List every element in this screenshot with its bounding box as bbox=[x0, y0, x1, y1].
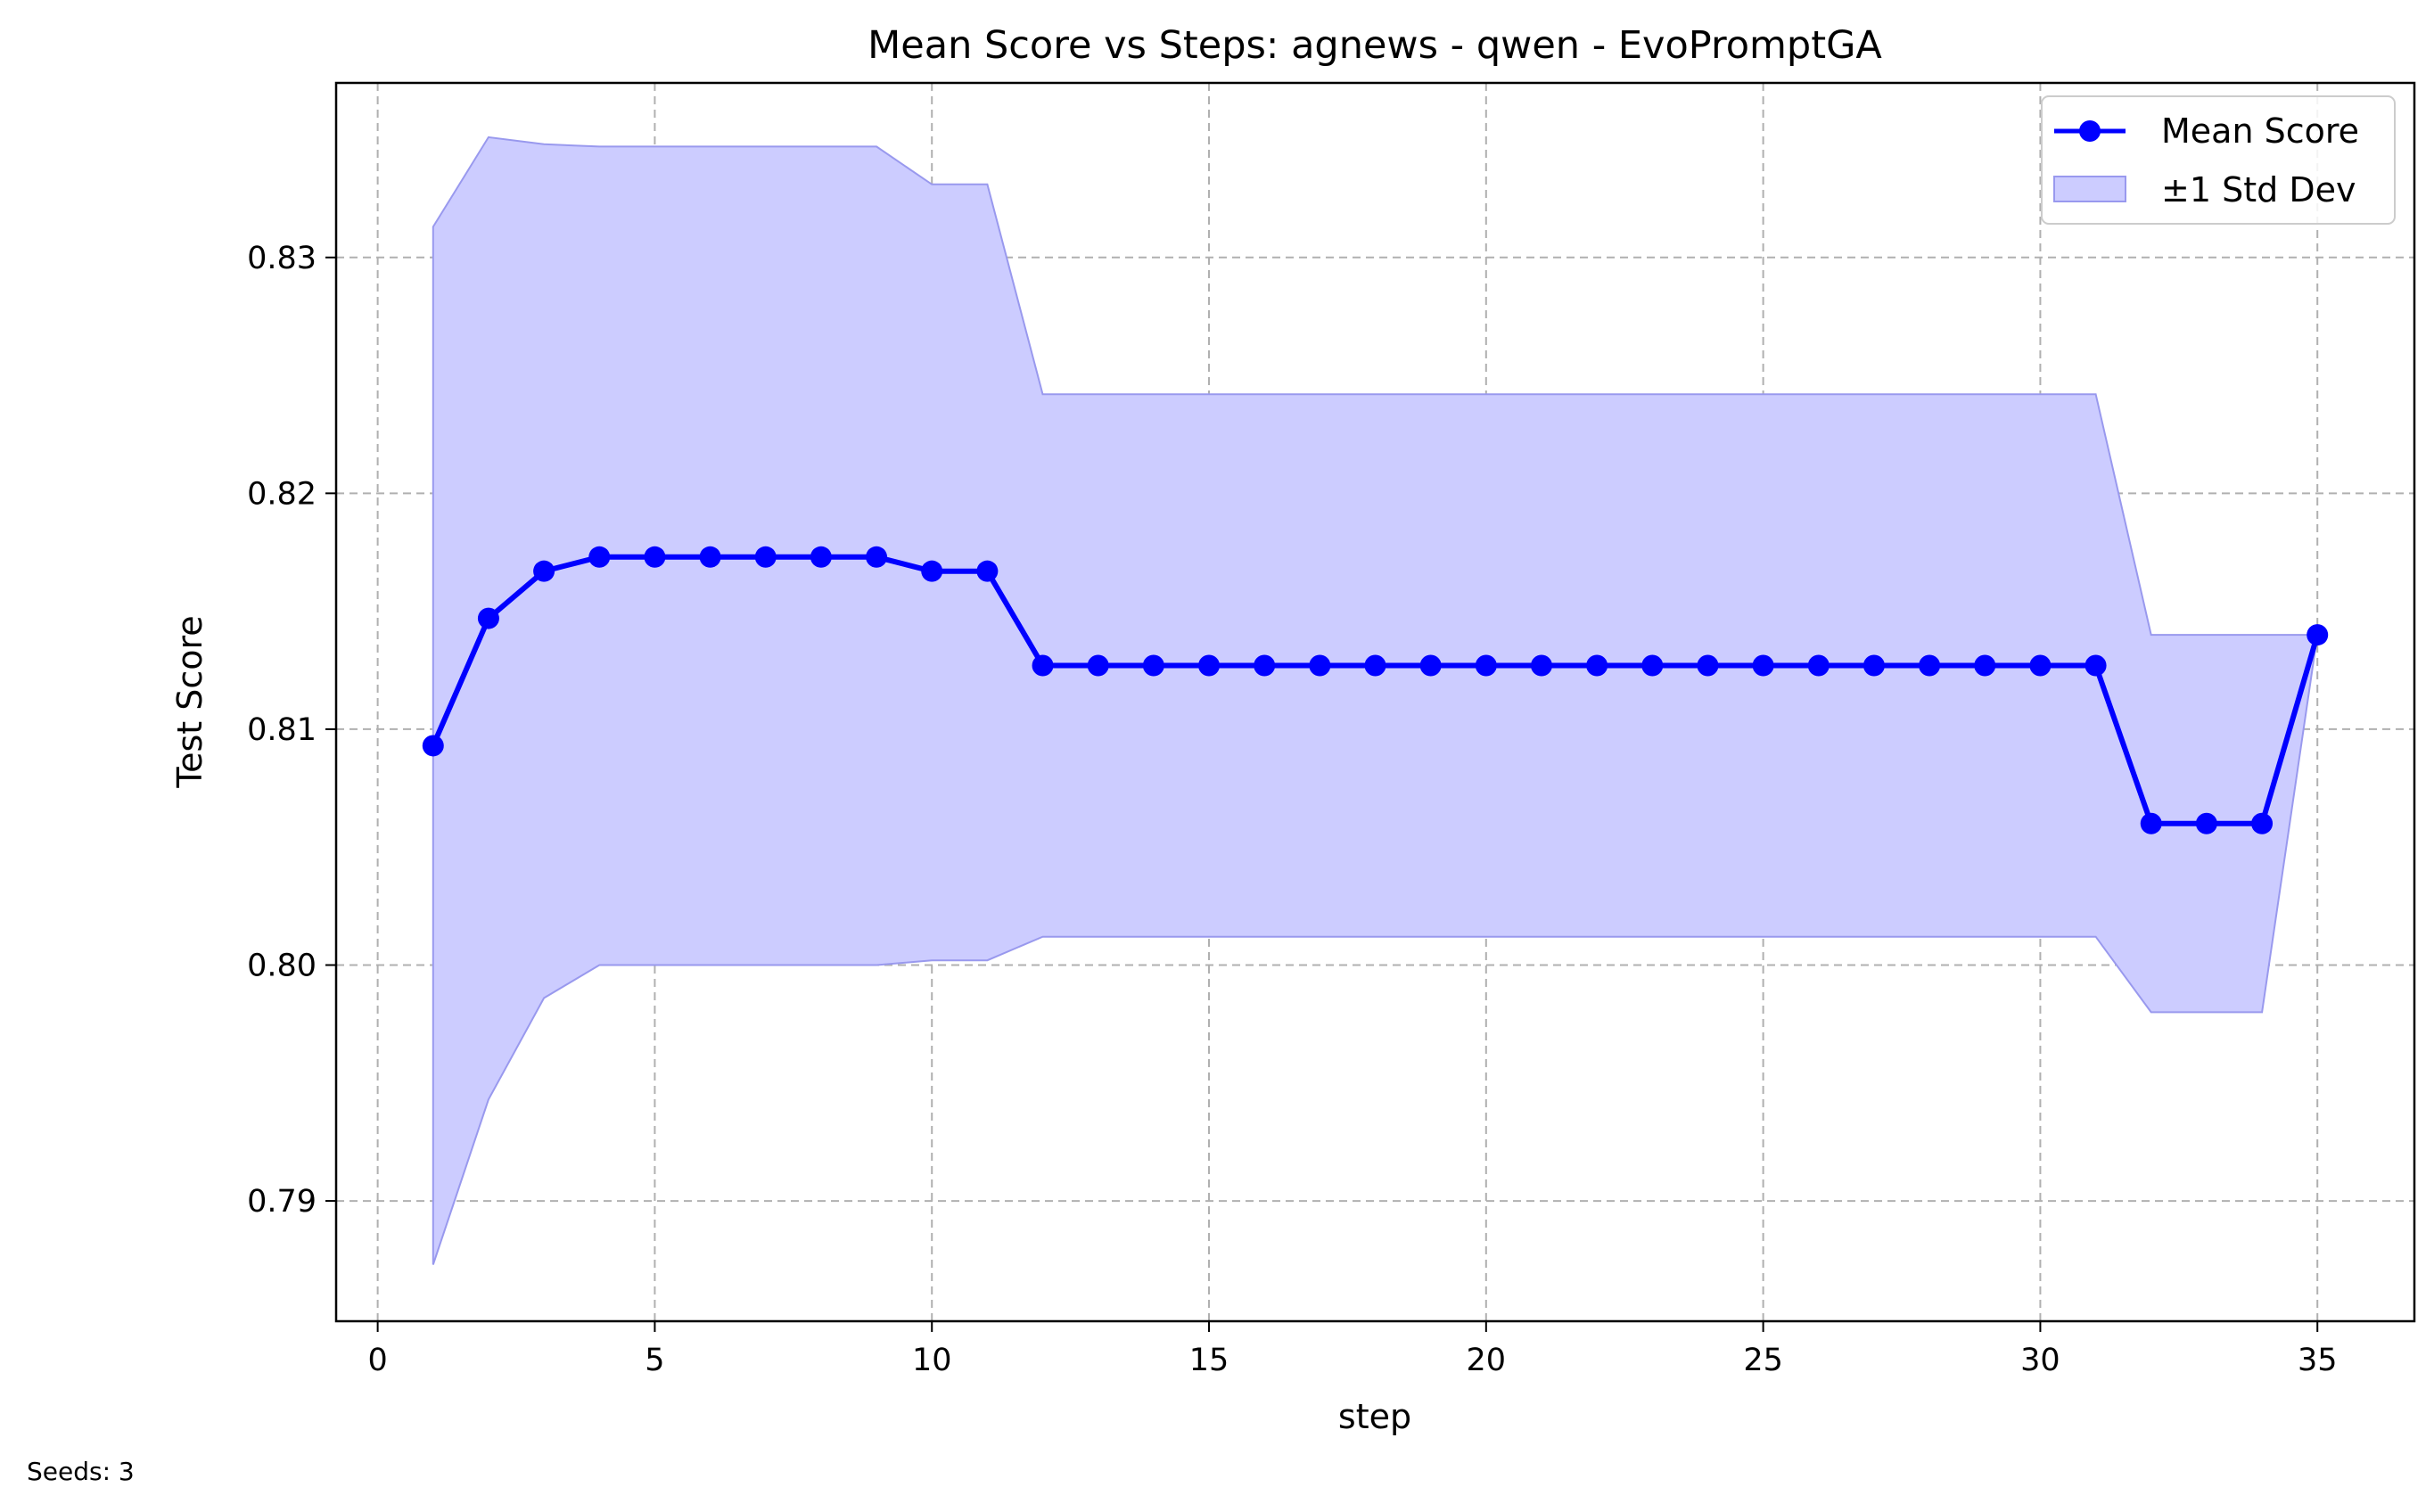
mean-score-point bbox=[477, 607, 499, 629]
mean-score-point bbox=[2307, 624, 2329, 646]
mean-score-point bbox=[921, 560, 943, 582]
plot-frame bbox=[334, 81, 2416, 1323]
y-tick-label: 0.82 bbox=[247, 476, 317, 512]
mean-score-point bbox=[810, 546, 832, 568]
y-tick-label: 0.79 bbox=[247, 1184, 317, 1220]
std-dev-band-layer bbox=[432, 136, 2319, 1265]
mean-score-point bbox=[1863, 654, 1885, 677]
mean-score-point bbox=[1087, 654, 1109, 677]
legend-label-std-dev: ±1 Std Dev bbox=[2161, 170, 2356, 210]
std-dev-band bbox=[432, 136, 2319, 1265]
x-axis-label: step bbox=[1338, 1397, 1411, 1436]
mean-score-point bbox=[2251, 812, 2274, 834]
mean-score-point bbox=[1752, 654, 1774, 677]
mean-score-point bbox=[2029, 654, 2052, 677]
mean-score-point bbox=[1142, 654, 1164, 677]
chart-title: Mean Score vs Steps: agnews - qwen - Evo… bbox=[868, 23, 1882, 68]
x-axis-ticks: 0 5 10 15 20 25 30 35 bbox=[367, 1321, 2337, 1378]
mean-score-point bbox=[976, 560, 999, 582]
x-tick-label: 15 bbox=[1189, 1343, 1229, 1378]
y-tick-label: 0.83 bbox=[247, 241, 317, 276]
mean-score-point bbox=[1475, 654, 1497, 677]
x-tick-label: 0 bbox=[367, 1343, 387, 1378]
legend-marker-swatch bbox=[2079, 120, 2101, 142]
y-tick-label: 0.80 bbox=[247, 948, 317, 983]
mean-score-point bbox=[1586, 654, 1608, 677]
y-tick-label: 0.81 bbox=[247, 712, 317, 748]
x-tick-label: 25 bbox=[1743, 1343, 1783, 1378]
legend-label-mean-score: Mean Score bbox=[2161, 111, 2359, 151]
mean-score-point bbox=[1974, 654, 1996, 677]
mean-score-point bbox=[588, 546, 611, 568]
mean-score-point bbox=[1697, 654, 1719, 677]
x-tick-label: 35 bbox=[2298, 1343, 2338, 1378]
mean-score-point bbox=[2085, 654, 2107, 677]
y-axis-label: Test Score bbox=[170, 615, 210, 788]
y-axis-ticks: 0.79 0.80 0.81 0.82 0.83 bbox=[247, 241, 336, 1220]
x-tick-label: 20 bbox=[1467, 1343, 1507, 1378]
mean-score-point bbox=[644, 546, 666, 568]
mean-score-point bbox=[1419, 654, 1442, 677]
mean-score-point bbox=[866, 546, 888, 568]
mean-score-point bbox=[1807, 654, 1830, 677]
legend: Mean Score ±1 Std Dev bbox=[2041, 95, 2396, 225]
mean-score-point bbox=[1919, 654, 1941, 677]
mean-score-point bbox=[1032, 654, 1054, 677]
mean-score-point bbox=[1530, 654, 1552, 677]
mean-score-point bbox=[1198, 654, 1221, 677]
seeds-note: Seeds: 3 bbox=[27, 1457, 135, 1486]
x-tick-label: 10 bbox=[912, 1343, 952, 1378]
mean-score-point bbox=[533, 560, 555, 582]
mean-score-point bbox=[1309, 654, 1331, 677]
mean-score-point bbox=[2140, 812, 2162, 834]
mean-score-point bbox=[754, 546, 777, 568]
mean-score-point bbox=[2195, 812, 2217, 834]
marker-layer bbox=[422, 546, 2329, 834]
mean-score-point bbox=[1254, 654, 1276, 677]
mean-score-point bbox=[422, 735, 444, 757]
mean-score-point bbox=[1641, 654, 1664, 677]
legend-box bbox=[2041, 95, 2396, 225]
legend-band-swatch bbox=[2053, 176, 2126, 202]
x-tick-label: 5 bbox=[645, 1343, 664, 1378]
mean-score-point bbox=[699, 546, 721, 568]
x-tick-label: 30 bbox=[2020, 1343, 2060, 1378]
mean-score-point bbox=[1364, 654, 1386, 677]
